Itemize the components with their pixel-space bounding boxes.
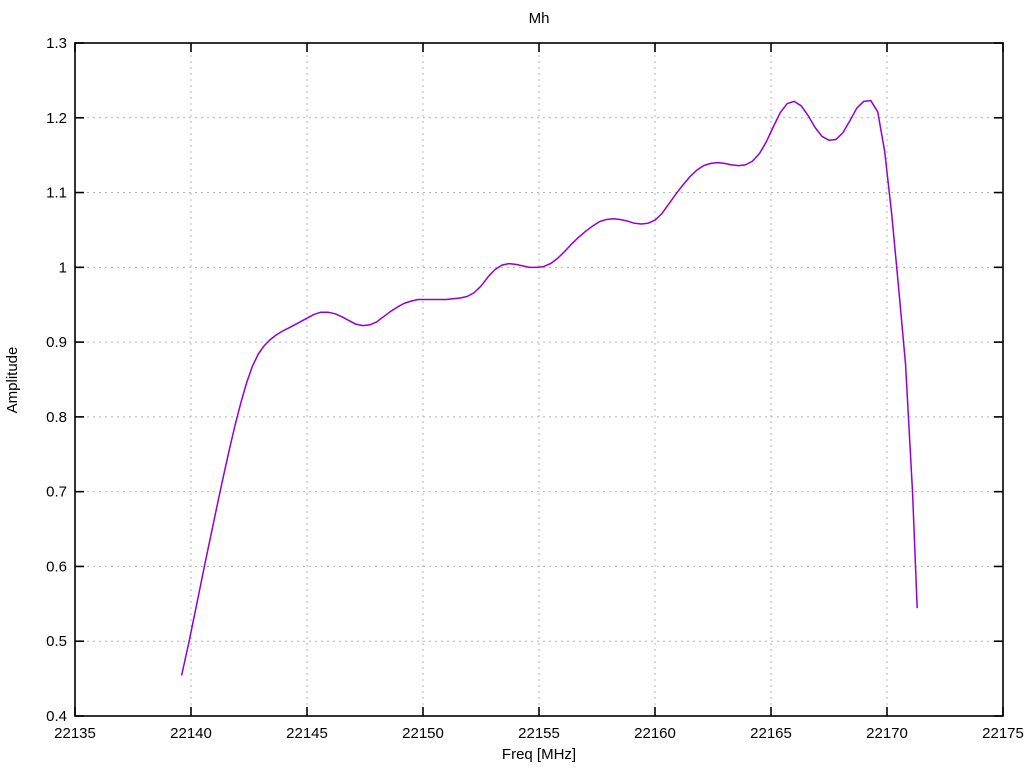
y-tick-label: 0.5 bbox=[46, 633, 67, 650]
y-tick-label: 0.8 bbox=[46, 409, 67, 426]
data-series-line bbox=[180, 99, 918, 676]
y-tick-label: 0.6 bbox=[46, 558, 67, 575]
x-tick-labels: 22135 22140 22145 22150 22155 22160 22165 22170… bbox=[54, 725, 1024, 742]
y-tick-label: 1.1 bbox=[46, 185, 67, 202]
plot-frame bbox=[74, 42, 1004, 717]
x-tick-label: 22155 bbox=[518, 725, 560, 742]
y-axis-title: Amplitude bbox=[4, 347, 21, 414]
y-tick-label: 0.7 bbox=[46, 484, 67, 501]
y-tick-label: 1.3 bbox=[46, 35, 67, 52]
x-tick-label: 22170 bbox=[866, 725, 908, 742]
x-tick-label: 22160 bbox=[634, 725, 676, 742]
y-tick-label: 0.4 bbox=[46, 708, 67, 725]
chart-title: Mh bbox=[529, 10, 550, 27]
x-tick-label: 22135 bbox=[54, 725, 96, 742]
x-tick-label: 22150 bbox=[402, 725, 444, 742]
y-tick-label: 1 bbox=[59, 259, 67, 276]
x-tick-label: 22165 bbox=[750, 725, 792, 742]
y-tick-label: 1.2 bbox=[46, 110, 67, 127]
y-tick-labels: 0.4 0.5 0.6 0.7 0.8 0.9 1 1.1 1.2 1.3 bbox=[46, 35, 67, 725]
x-axis-title: Freq [MHz] bbox=[502, 746, 576, 763]
x-tick-label: 22175 bbox=[982, 725, 1024, 742]
x-tick-label: 22140 bbox=[170, 725, 212, 742]
data-series-group bbox=[180, 99, 918, 676]
x-tick-label: 22145 bbox=[286, 725, 328, 742]
y-tick-label: 0.9 bbox=[46, 334, 67, 351]
